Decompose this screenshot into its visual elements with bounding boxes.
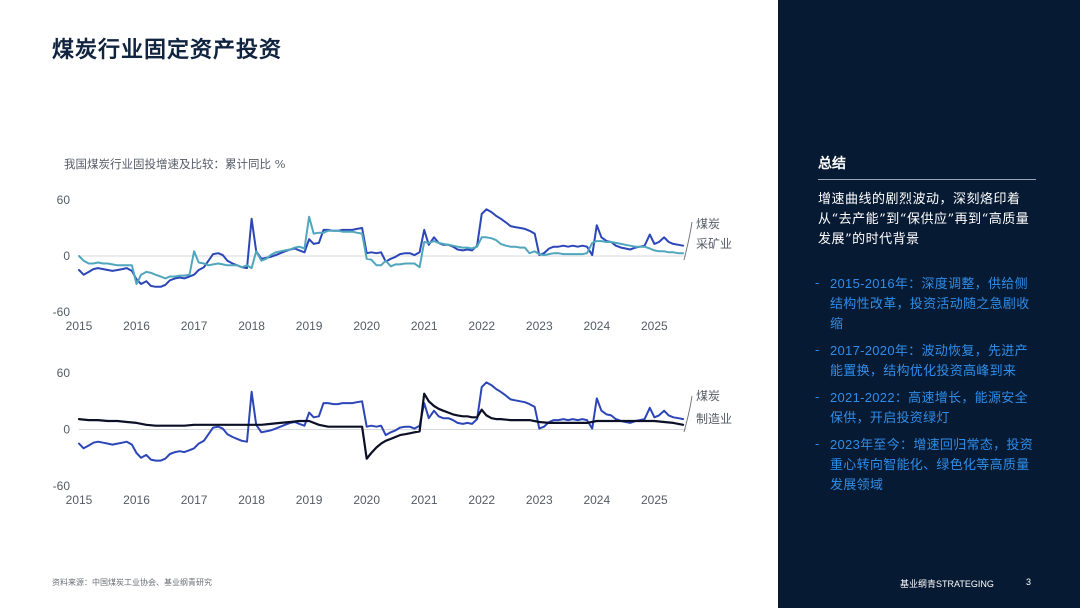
y-tick-label: 0 [63,249,70,263]
x-tick-label: 2017 [181,319,208,333]
x-tick-label: 2019 [296,493,323,507]
x-tick-label: 2021 [411,319,438,333]
x-tick-label: 2025 [641,493,668,507]
x-tick-label: 2024 [583,319,610,333]
dash-marker: - [815,437,820,452]
bullet-text: 年：深度调整，供给侧结构性改革，投资活动随之急剧收缩 [830,277,1030,332]
brand-name: 基业纲青STRATEGING [900,579,994,589]
summary-bullets: -2015-2016年：深度调整，供给侧结构性改革，投资活动随之急剧收缩 -20… [812,274,1040,502]
y-tick-label: 0 [63,423,70,437]
x-tick-label: 2024 [583,493,610,507]
x-tick-label: 2023 [526,493,553,507]
summary-panel [778,0,1080,608]
summary-title: 总结 [818,156,846,172]
y-tick-label: 60 [57,193,71,207]
dash-marker: - [815,276,820,291]
bullet-period: 2017-2020 [830,343,895,358]
x-tick-label: 2017 [181,493,208,507]
bullet-period: 2015-2016 [830,276,895,291]
summary-divider [818,179,1036,180]
bullet-period: 2021-2022 [830,390,895,405]
x-tick-label: 2018 [238,493,265,507]
chart-subtitle: 我国煤炭行业固投增速及比较：累计同比 % [64,157,286,171]
dash-marker: - [815,343,820,358]
summary-bullet: -2017-2020年：波动恢复，先进产能置换，结构优化投资高峰到来 [812,341,1040,382]
bullet-period: 2023 [830,437,861,452]
content-area [0,0,778,608]
x-tick-label: 2021 [411,493,438,507]
series-line-coal [78,208,685,288]
series-line-manufacturing [77,392,685,460]
x-tick-label: 2025 [641,319,668,333]
x-tick-label: 2020 [353,319,380,333]
x-tick-label: 2022 [468,319,495,333]
x-tick-label: 2015 [66,319,93,333]
summary-intro: 增速曲线的剧烈波动，深刻烙印着从“去产能”到“保供应”再到“高质量发展”的时代背… [818,192,1030,247]
y-tick-label: -60 [53,479,71,493]
series-line-mining [78,215,685,285]
x-tick-label: 2018 [238,319,265,333]
bullet-text: 年至今：增速回归常态，投资重心转向智能化、绿色化等高质量发展领域 [830,438,1034,493]
annotation-bracket [683,221,693,261]
x-tick-label: 2016 [123,319,150,333]
x-tick-label: 2015 [66,493,93,507]
bullet-text: 年：波动恢复，先进产能置换，结构优化投资高峰到来 [830,344,1028,379]
series-line-coal [78,381,685,462]
x-tick-label: 2019 [296,319,323,333]
series-annotation: 采矿业 [696,237,732,251]
series-annotation: 煤炭 [696,389,720,403]
annotation-bracket [683,395,693,433]
x-tick-label: 2016 [123,493,150,507]
summary-bullet: -2023年至今：增速回归常态，投资重心转向智能化、绿色化等高质量发展领域 [812,435,1040,496]
source-note: 资料来源：中国煤炭工业协会、基业纲青研究 [52,578,212,587]
summary-bullet: -2015-2016年：深度调整，供给侧结构性改革，投资活动随之急剧收缩 [812,274,1040,335]
summary-bullet: -2021-2022：高速增长，能源安全保供，开启投资绿灯 [812,388,1040,429]
page-title: 煤炭行业固定资产投资 [52,37,283,63]
y-tick-label: 60 [57,366,71,380]
series-annotation: 制造业 [696,412,732,426]
dash-marker: - [815,390,820,405]
bullet-text: ：高速增长，能源安全保供，开启投资绿灯 [830,391,1028,426]
x-tick-label: 2023 [526,319,553,333]
page-number: 3 [1026,577,1032,587]
x-tick-label: 2020 [353,493,380,507]
y-tick-label: -60 [53,305,71,319]
series-annotation: 煤炭 [696,217,720,231]
x-tick-label: 2022 [468,493,495,507]
